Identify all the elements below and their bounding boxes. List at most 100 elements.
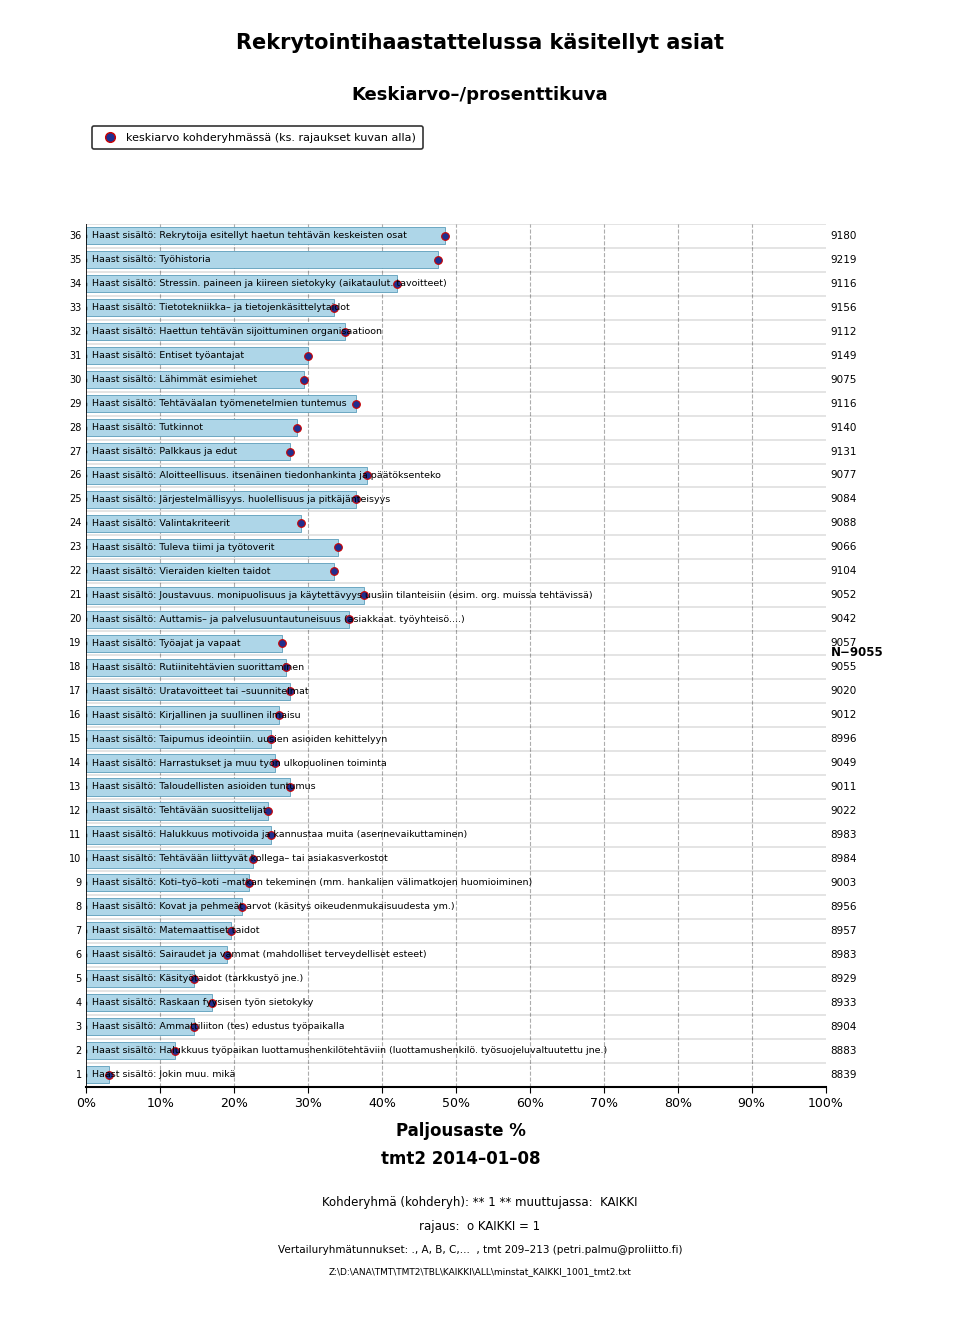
Text: Haast sisältö: Rutiinitehtävien suorittaminen: Haast sisältö: Rutiinitehtävien suoritta… xyxy=(92,662,304,672)
Text: Paljousaste %: Paljousaste % xyxy=(396,1122,526,1141)
Text: 26: 26 xyxy=(69,470,82,481)
Text: 13: 13 xyxy=(69,782,82,792)
Text: Haast sisältö: Joustavuus. monipuolisuus ja käytettävyys uusiin tilanteisiin (es: Haast sisältö: Joustavuus. monipuolisuus… xyxy=(92,591,593,599)
Text: 6: 6 xyxy=(76,950,82,960)
Bar xyxy=(86,275,396,292)
Text: Haast sisältö: Stressin. paineen ja kiireen sietokyky (aikataulut. tavoitteet): Haast sisältö: Stressin. paineen ja kiir… xyxy=(92,279,447,288)
Text: 8983: 8983 xyxy=(830,830,857,840)
Text: Haast sisältö: Työhistoria: Haast sisältö: Työhistoria xyxy=(92,255,211,265)
Text: 8957: 8957 xyxy=(830,926,857,936)
Bar xyxy=(86,586,364,605)
Text: Rekrytointihaastattelussa käsitellyt asiat: Rekrytointihaastattelussa käsitellyt asi… xyxy=(236,33,724,53)
Text: rajaus:  o KAIKKI = 1: rajaus: o KAIKKI = 1 xyxy=(420,1220,540,1233)
Text: 9088: 9088 xyxy=(830,519,856,528)
Legend: keskiarvo kohderyhmässä (ks. rajaukset kuvan alla): keskiarvo kohderyhmässä (ks. rajaukset k… xyxy=(92,126,423,149)
Bar xyxy=(86,898,242,915)
Text: 11: 11 xyxy=(69,830,82,840)
Text: Haast sisältö: Auttamis– ja palvelusuuntautuneisuus (asiakkaat. työyhteisö....): Haast sisältö: Auttamis– ja palvelusuunt… xyxy=(92,615,465,624)
Text: 29: 29 xyxy=(69,399,82,408)
Text: 30: 30 xyxy=(69,374,82,385)
Text: 8: 8 xyxy=(76,902,82,911)
Text: 10: 10 xyxy=(69,853,82,864)
Text: 8956: 8956 xyxy=(830,902,857,911)
Text: Haast sisältö: Järjestelmällisyys. huolellisuus ja pitkäjänteisyys: Haast sisältö: Järjestelmällisyys. huole… xyxy=(92,495,391,504)
Text: Haast sisältö: Käsityötaidot (tarkkustyö jne.): Haast sisältö: Käsityötaidot (tarkkustyö… xyxy=(92,975,303,984)
Bar xyxy=(86,348,308,365)
Text: Vertailuryhmätunnukset: ., A, B, C,...  , tmt 209–213 (petri.palmu@proliitto.fi): Vertailuryhmätunnukset: ., A, B, C,... ,… xyxy=(277,1245,683,1255)
Text: Haast sisältö: Valintakriteerit: Haast sisältö: Valintakriteerit xyxy=(92,519,230,528)
Text: 16: 16 xyxy=(69,710,82,720)
Text: Haast sisältö: Uratavoitteet tai –suunnitelmat: Haast sisältö: Uratavoitteet tai –suunni… xyxy=(92,686,309,695)
Text: 9049: 9049 xyxy=(830,759,856,768)
Text: Haast sisältö: Kirjallinen ja suullinen ilmaisu: Haast sisältö: Kirjallinen ja suullinen … xyxy=(92,711,300,719)
Text: 20: 20 xyxy=(69,614,82,624)
Text: 7: 7 xyxy=(75,926,82,936)
Text: N−9055: N−9055 xyxy=(830,647,883,660)
Text: Haast sisältö: Taipumus ideointiin. uusien asioiden kehittelyyn: Haast sisältö: Taipumus ideointiin. uusi… xyxy=(92,735,388,744)
Bar xyxy=(86,539,338,556)
Bar xyxy=(86,466,368,485)
Text: 9: 9 xyxy=(76,878,82,888)
Bar xyxy=(86,299,334,316)
Text: Haast sisältö: Vieraiden kielten taidot: Haast sisältö: Vieraiden kielten taidot xyxy=(92,566,271,576)
Text: 4: 4 xyxy=(76,998,82,1008)
Text: Z:\D:\ANA\TMT\TMT2\TBL\KAIKKI\ALL\minstat_KAIKKI_1001_tmt2.txt: Z:\D:\ANA\TMT\TMT2\TBL\KAIKKI\ALL\minsta… xyxy=(328,1267,632,1276)
Text: Haast sisältö: Tietotekniikka– ja tietojenkäsittelytaidot: Haast sisältö: Tietotekniikka– ja tietoj… xyxy=(92,303,350,312)
Text: Haast sisältö: Matemaattiset taidot: Haast sisältö: Matemaattiset taidot xyxy=(92,926,260,935)
Text: 21: 21 xyxy=(69,590,82,601)
Text: Haast sisältö: Raskaan fyysisen työn sietokyky: Haast sisältö: Raskaan fyysisen työn sie… xyxy=(92,998,314,1008)
Text: 14: 14 xyxy=(69,759,82,768)
Text: 9116: 9116 xyxy=(830,399,857,408)
Text: 19: 19 xyxy=(69,639,82,648)
Text: 8983: 8983 xyxy=(830,950,857,960)
Bar xyxy=(86,491,356,508)
Text: 34: 34 xyxy=(69,279,82,288)
Text: 9180: 9180 xyxy=(830,230,856,241)
Text: 5: 5 xyxy=(75,973,82,984)
Text: 35: 35 xyxy=(69,254,82,265)
Text: 9003: 9003 xyxy=(830,878,856,888)
Text: 32: 32 xyxy=(69,327,82,337)
Text: Haast sisältö: Harrastukset ja muu työn ulkopuolinen toiminta: Haast sisältö: Harrastukset ja muu työn … xyxy=(92,759,387,768)
Text: 27: 27 xyxy=(69,446,82,457)
Text: Haast sisältö: Tehtävään liittyvät kollega– tai asiakasverkostot: Haast sisältö: Tehtävään liittyvät kolle… xyxy=(92,855,388,864)
Text: tmt2 2014–01–08: tmt2 2014–01–08 xyxy=(381,1150,540,1168)
Text: 12: 12 xyxy=(69,806,82,817)
Bar xyxy=(86,731,271,748)
Bar xyxy=(86,922,230,939)
Text: Keskiarvo–/prosenttikuva: Keskiarvo–/prosenttikuva xyxy=(351,86,609,104)
Text: Haast sisältö: Halukkuus työpaikan luottamushenkilötehtäviin (luottamushenkilö. : Haast sisältö: Halukkuus työpaikan luott… xyxy=(92,1046,608,1055)
Bar xyxy=(86,994,212,1011)
Text: Haast sisältö: Taloudellisten asioiden tuntumus: Haast sisältö: Taloudellisten asioiden t… xyxy=(92,782,316,792)
Bar xyxy=(86,419,297,436)
Text: 23: 23 xyxy=(69,543,82,552)
Text: 9012: 9012 xyxy=(830,710,856,720)
Text: 9116: 9116 xyxy=(830,279,857,288)
Bar xyxy=(86,778,290,795)
Text: Haast sisältö: Lähimmät esimiehet: Haast sisältö: Lähimmät esimiehet xyxy=(92,375,257,385)
Text: Haast sisältö: Sairaudet ja vammat (mahdolliset terveydelliset esteet): Haast sisältö: Sairaudet ja vammat (mahd… xyxy=(92,951,427,959)
Text: 9020: 9020 xyxy=(830,686,856,697)
Text: 22: 22 xyxy=(69,566,82,577)
Bar xyxy=(86,706,278,724)
Text: 8883: 8883 xyxy=(830,1046,857,1056)
Bar xyxy=(86,443,290,460)
Text: 9077: 9077 xyxy=(830,470,856,481)
Bar xyxy=(86,515,300,532)
Text: Haast sisältö: Työajat ja vapaat: Haast sisältö: Työajat ja vapaat xyxy=(92,639,241,648)
Text: 9104: 9104 xyxy=(830,566,856,577)
Text: 8996: 8996 xyxy=(830,734,857,744)
Text: 36: 36 xyxy=(69,230,82,241)
Bar xyxy=(86,1042,175,1059)
Text: 15: 15 xyxy=(69,734,82,744)
Text: Haast sisältö: Haettun tehtävän sijoittuminen organisaatioon: Haast sisältö: Haettun tehtävän sijoittu… xyxy=(92,327,382,336)
Bar xyxy=(86,826,271,844)
Bar xyxy=(86,755,275,772)
Text: 17: 17 xyxy=(69,686,82,697)
Bar xyxy=(86,562,334,579)
Text: Haast sisältö: Kovat ja pehmeät arvot (käsitys oikeudenmukaisuudesta ym.): Haast sisältö: Kovat ja pehmeät arvot (k… xyxy=(92,902,455,911)
Text: Haast sisältö: Tuleva tiimi ja työtoverit: Haast sisältö: Tuleva tiimi ja työtoveri… xyxy=(92,543,275,552)
Text: 33: 33 xyxy=(69,303,82,312)
Text: Haast sisältö: Tutkinnot: Haast sisältö: Tutkinnot xyxy=(92,423,204,432)
Text: Haast sisältö: Rekrytoija esitellyt haetun tehtävän keskeisten osat: Haast sisältö: Rekrytoija esitellyt haet… xyxy=(92,232,407,241)
